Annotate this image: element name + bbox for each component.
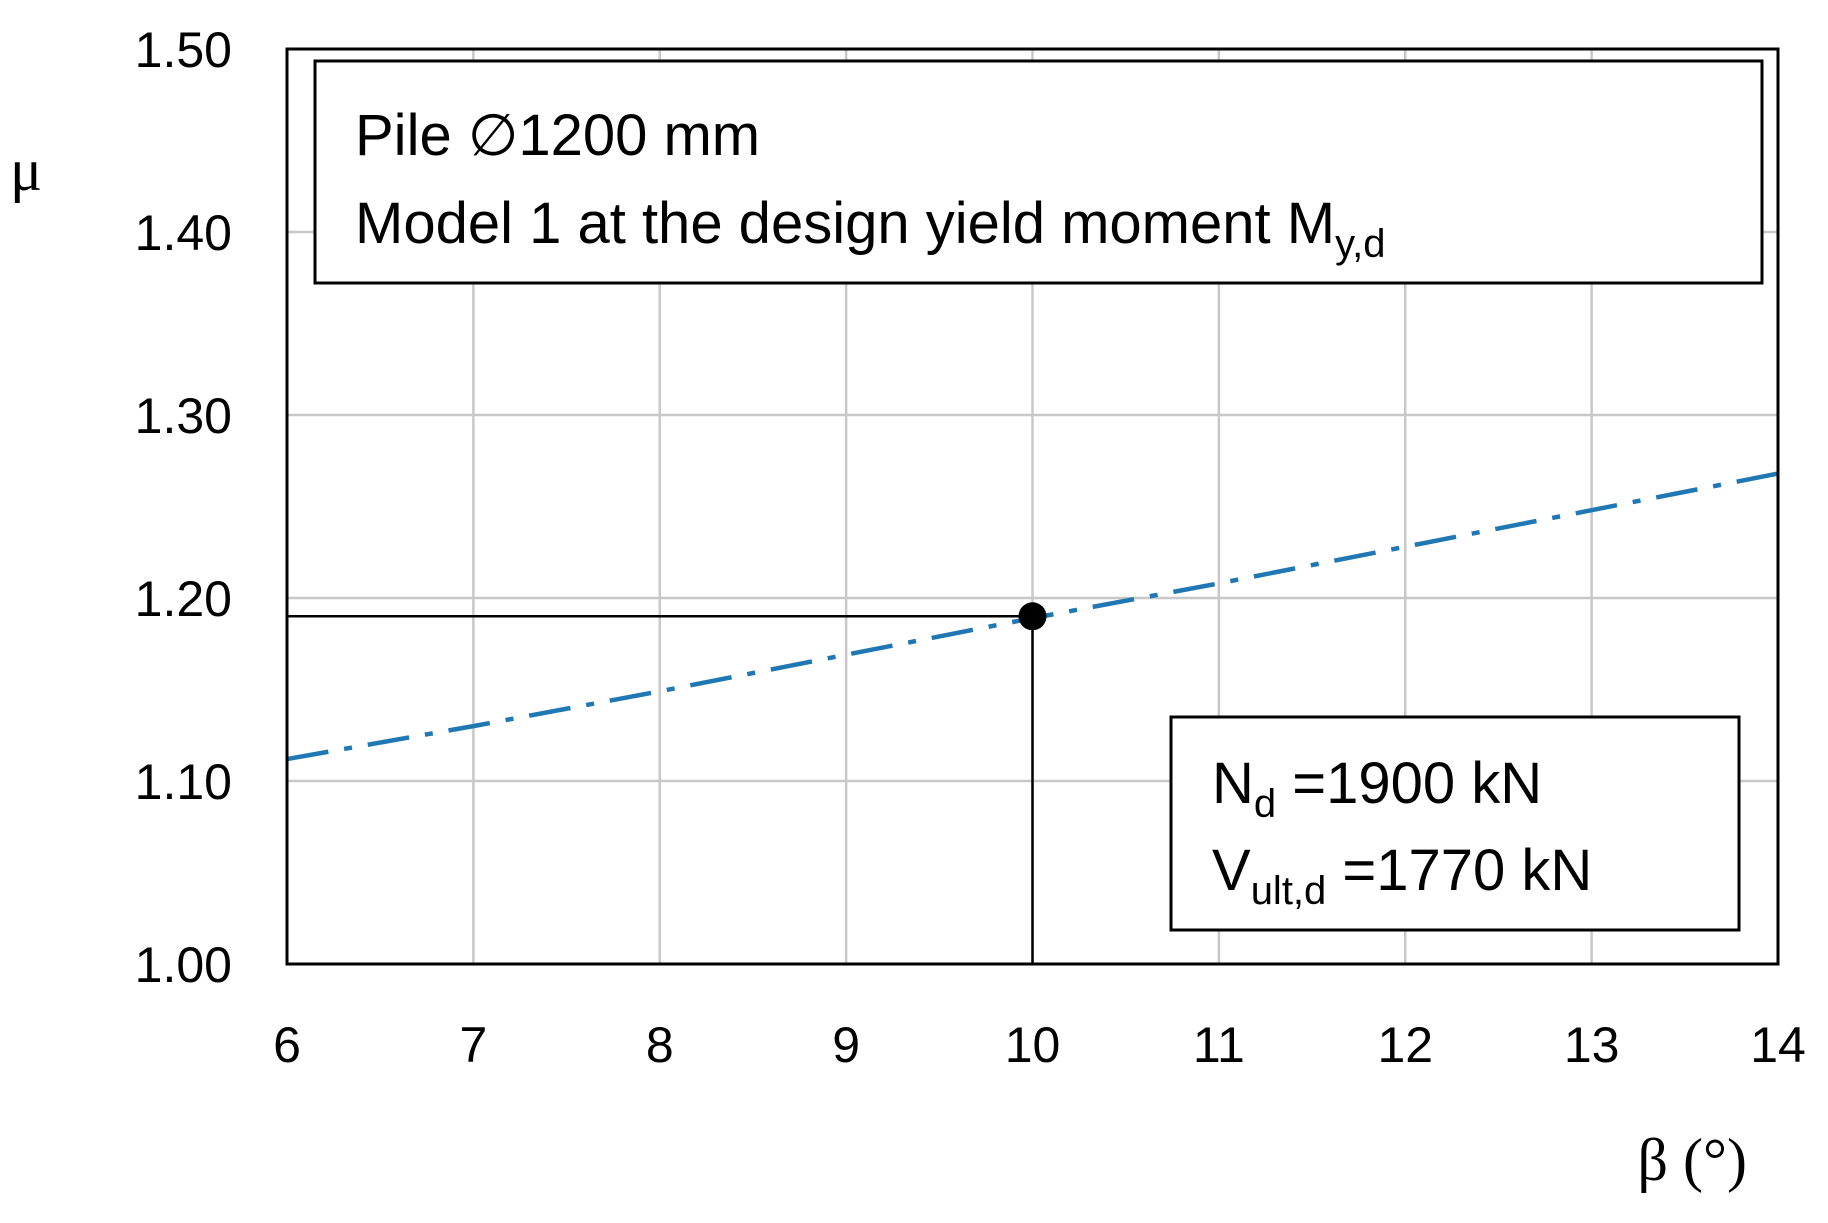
x-axis-label: β (°) — [1638, 1127, 1747, 1193]
x-tick-label: 10 — [1005, 1017, 1061, 1073]
annotation-model: Model 1 at the design yield moment My,d — [355, 191, 1385, 266]
y-tick-label: 1.00 — [135, 937, 232, 993]
annotation-box-loads: Nd =1900 kN Vult,d =1770 kN — [1169, 715, 1741, 932]
annotation-pile: Pile ∅1200 mm — [355, 103, 760, 168]
annotation-nd: Nd =1900 kN — [1212, 751, 1542, 826]
series-layer — [286, 471, 1779, 762]
annotation-model-main: Model 1 at the design yield moment M — [355, 191, 1335, 256]
x-tick-label: 14 — [1750, 1017, 1806, 1073]
y-tick-label: 1.10 — [135, 754, 232, 810]
y-tick-label: 1.40 — [135, 205, 232, 261]
marker-point — [1018, 602, 1047, 631]
x-tick-label: 8 — [646, 1017, 674, 1073]
y-tick-label: 1.50 — [135, 22, 232, 78]
x-tick-label: 9 — [832, 1017, 860, 1073]
x-tick-label: 7 — [459, 1017, 487, 1073]
x-tick-label: 13 — [1564, 1017, 1620, 1073]
y-tick-label: 1.30 — [135, 388, 232, 444]
y-tick-label: 1.20 — [135, 571, 232, 627]
annotation-box-title: Pile ∅1200 mm Model 1 at the design yiel… — [313, 59, 1764, 285]
y-axis-label: μ — [10, 137, 42, 203]
x-tick-label: 6 — [273, 1017, 301, 1073]
x-tick-label: 12 — [1377, 1017, 1433, 1073]
x-tick-labels: 6 7 8 9 10 11 12 13 14 — [273, 1017, 1806, 1073]
y-tick-labels: 1.00 1.10 1.20 1.30 1.40 1.50 — [135, 22, 232, 993]
plot-frame — [285, 47, 1780, 966]
guide-lines — [287, 615, 1034, 964]
annotation-vult: Vult,d =1770 kN — [1212, 838, 1592, 913]
annotation-model-sub: y,d — [1335, 222, 1385, 266]
x-tick-label: 11 — [1193, 1017, 1245, 1073]
